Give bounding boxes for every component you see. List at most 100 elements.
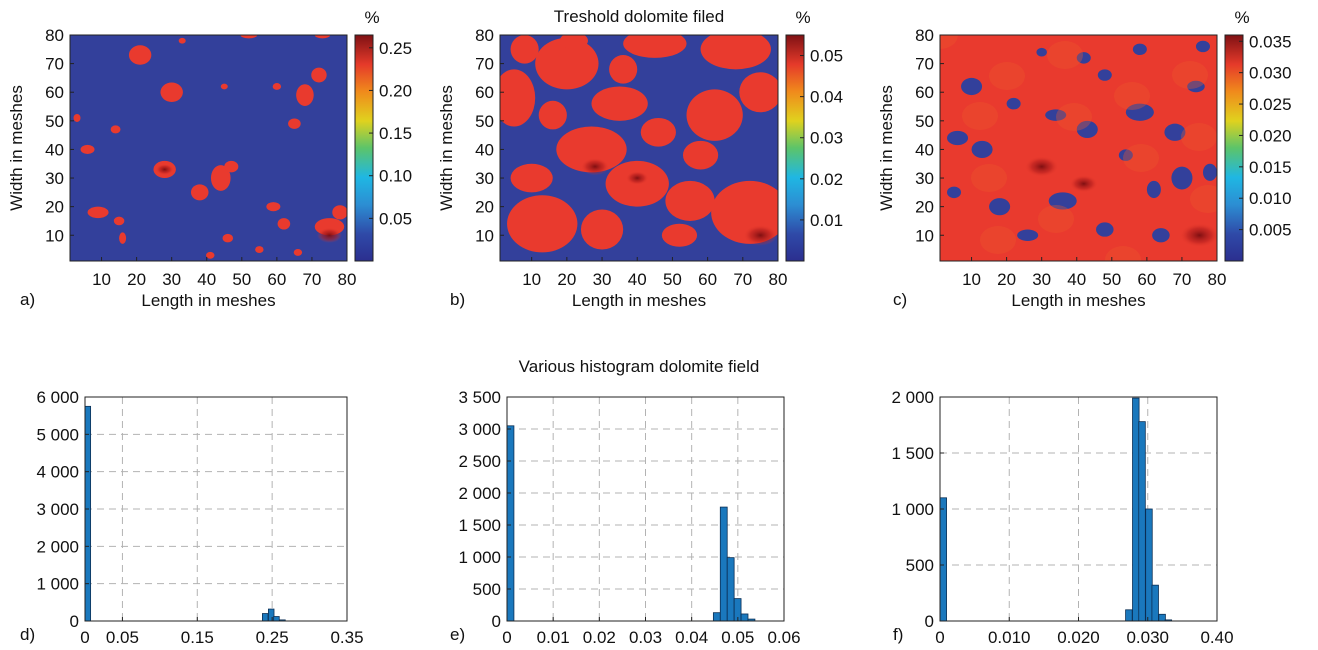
heatmap-a-patch xyxy=(288,118,301,129)
histogram-f-ytick-label: 1 500 xyxy=(891,444,934,463)
histogram-d-ytick-label: 0 xyxy=(70,612,79,631)
histogram-e-ytick-label: 1 000 xyxy=(458,548,501,567)
heatmap-c-xtick-label: 70 xyxy=(1172,270,1191,289)
heatmap-b-patch xyxy=(535,37,599,90)
heatmap-c-patch xyxy=(1171,166,1193,190)
histogram-d-xtick-label: 0.15 xyxy=(181,628,214,647)
heatmap-b-patch xyxy=(623,35,687,58)
heatmap-b-ytick-label: 50 xyxy=(475,112,494,131)
heatmap-c-colorbar-tick-label: 0.025 xyxy=(1249,95,1292,114)
histogram-e-bar xyxy=(726,557,735,622)
heatmap-a-patch xyxy=(73,113,81,122)
heatmap-a-peak xyxy=(155,163,174,175)
heatmap-c-texture xyxy=(1181,123,1217,151)
heatmap-c-xtick-label: 20 xyxy=(997,270,1016,289)
heatmap-b-patch xyxy=(682,140,719,170)
histogram-e-xtick-label: 0.02 xyxy=(583,628,616,647)
heatmap-b-xtick-label: 10 xyxy=(522,270,541,289)
histogram-f-bar xyxy=(1125,609,1133,622)
heatmap-c-patches xyxy=(947,40,1217,243)
histogram-e-ytick-label: 3 000 xyxy=(458,420,501,439)
histogram-d-xtick-label: 0.25 xyxy=(256,628,289,647)
heatmap-c-patch xyxy=(961,77,983,96)
heatmap-b-colorbar-tick-label: 0.01 xyxy=(810,211,843,230)
histogram-f-xtick-label: 0.40 xyxy=(1200,628,1233,647)
histogram-f-bar xyxy=(939,497,947,622)
histogram-e-xtick-label: 0.01 xyxy=(537,628,570,647)
heatmap-c-frame xyxy=(939,34,1218,262)
panel-label-f: f) xyxy=(893,625,903,644)
histogram-d-bar xyxy=(262,613,269,622)
heatmap-c-patch xyxy=(1096,222,1114,237)
heatmap-c-patch xyxy=(1146,180,1161,199)
heatmap-c-colorbar-tick-label: 0.005 xyxy=(1249,221,1292,240)
heatmap-b-peak xyxy=(625,171,649,185)
heatmap-c-texture xyxy=(940,35,958,49)
heatmap-b-peak xyxy=(580,158,610,176)
histogram-f-bar xyxy=(1145,508,1153,622)
heatmap-b-frame xyxy=(499,34,779,262)
heatmap-c-xtick-label: 40 xyxy=(1067,270,1086,289)
heatmap-c-peaks xyxy=(940,35,1217,261)
heatmap-a-colorbar-tick-label: 0.20 xyxy=(379,81,412,100)
heatmap-a-patch xyxy=(311,67,327,83)
heatmap-b-xtick-label: 50 xyxy=(663,270,682,289)
histogram-panel-d: 0 0.05 0.15 0.25 0.35 0 1 000 2 000 3 000 4 000 5 … xyxy=(20,388,364,647)
heatmap-b-xtick-label: 40 xyxy=(628,270,647,289)
histogram-f-bar xyxy=(1138,421,1146,622)
heatmap-a-peak xyxy=(317,227,342,243)
heatmap-b-axes: 10 20 30 40 50 60 70 80 10 20 30 40 50 60 70 80 Length i… xyxy=(437,26,787,310)
heatmap-a-ytick-label: 50 xyxy=(45,112,64,131)
heatmap-c-texture xyxy=(1105,246,1141,261)
histogram-e-bar xyxy=(719,506,728,622)
heatmap-a-patch xyxy=(266,202,281,212)
heatmap-c-xtick-label: 80 xyxy=(1208,270,1227,289)
heatmap-c-texture xyxy=(1038,205,1074,233)
histogram-f-xtick-label: 0.030 xyxy=(1126,628,1169,647)
heatmap-b-colorbar-tick-label: 0.04 xyxy=(810,88,843,107)
heatmap-b-ytick-label: 70 xyxy=(475,55,494,74)
heatmap-b-colorbar-tick-label: 0.05 xyxy=(810,47,843,66)
heatmap-a-xtick-label: 30 xyxy=(162,270,181,289)
heatmap-c-patch xyxy=(1152,228,1170,243)
histogram-f-bar xyxy=(1158,613,1166,622)
heatmap-c-ytick-label: 70 xyxy=(915,55,934,74)
histogram-d-bar xyxy=(273,616,280,622)
heatmap-b-patch xyxy=(580,209,624,250)
heatmap-a-colorbar-unit: % xyxy=(364,8,379,27)
heatmap-c-patch xyxy=(1048,192,1077,210)
heatmap-c-colorbar-gradient xyxy=(1224,34,1244,262)
heatmap-c-patch xyxy=(1076,52,1091,64)
heatmap-c-ytick-label: 40 xyxy=(915,140,934,159)
heatmap-a-peaks xyxy=(155,163,342,243)
histogram-d-ytick-label: 4 000 xyxy=(36,463,79,482)
heatmap-b-ytick-label: 40 xyxy=(475,140,494,159)
heatmap-a-ylabel: Width in meshes xyxy=(7,85,26,211)
heatmap-c-xtick-label: 50 xyxy=(1102,270,1121,289)
heatmap-a-ytick-label: 60 xyxy=(45,83,64,102)
heatmap-c-patch xyxy=(1045,109,1067,121)
heatmap-c-patch xyxy=(1164,123,1186,141)
heatmap-a-field xyxy=(70,35,347,261)
histogram-d-xtick-label: 0 xyxy=(80,628,89,647)
histogram-f-xtick-label: 0.010 xyxy=(988,628,1031,647)
heatmap-a-patch xyxy=(332,205,347,220)
heatmap-b-colorbar-tick-label: 0.03 xyxy=(810,129,843,148)
heatmap-c-patch xyxy=(971,140,993,159)
heatmap-c-patch xyxy=(947,186,962,199)
heatmap-b-ytick-label: 80 xyxy=(475,26,494,45)
heatmap-c-patch xyxy=(1118,149,1133,161)
heatmap-c-patch xyxy=(1195,40,1210,53)
histogram-f-ytick-label: 1 000 xyxy=(891,500,934,519)
heatmap-c-texture xyxy=(1114,82,1150,110)
histogram-f-ytick-label: 2 000 xyxy=(891,388,934,407)
panel-label-e: e) xyxy=(450,625,465,644)
histogram-e-ytick-label: 3 500 xyxy=(458,388,501,407)
heatmap-b-ytick-label: 10 xyxy=(475,226,494,245)
heatmap-c-peak xyxy=(1069,175,1098,193)
panel-label-a: a) xyxy=(20,290,35,309)
heatmap-c-field xyxy=(940,35,1217,261)
heatmap-c-colorbar-tick-label: 0.015 xyxy=(1249,158,1292,177)
histogram-d-plot: 0 0.05 0.15 0.25 0.35 0 1 000 2 000 3 000 4 000 5 … xyxy=(36,388,363,647)
heatmap-b-xtick-label: 30 xyxy=(593,270,612,289)
